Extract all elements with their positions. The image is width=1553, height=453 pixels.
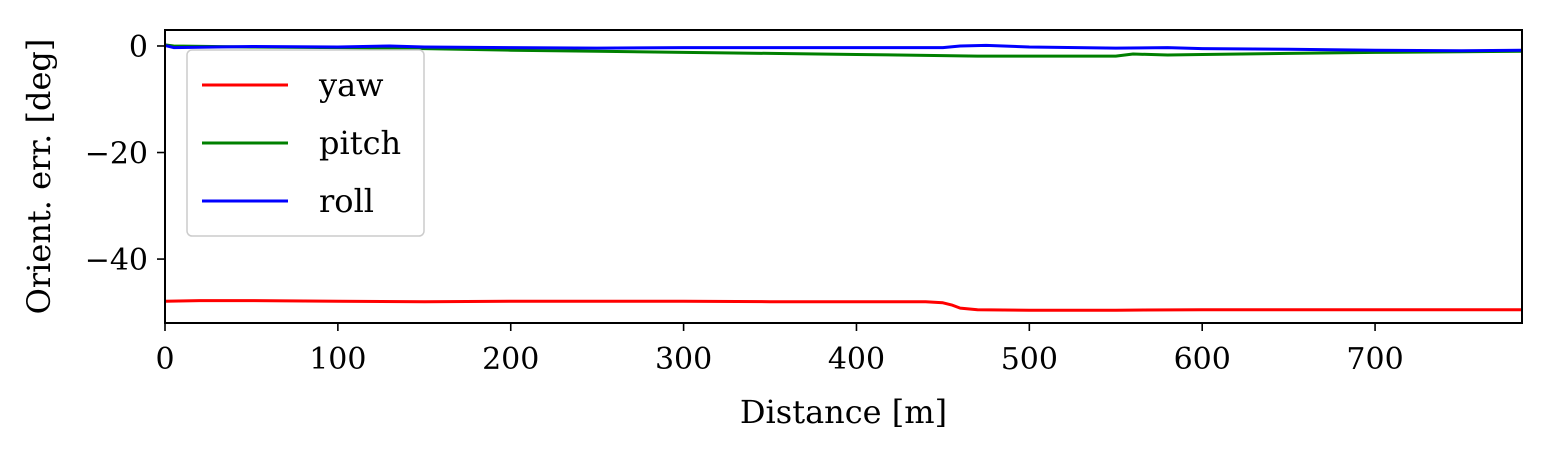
legend-label-roll: roll [319,182,374,220]
series-line-yaw [165,299,1522,312]
y-axis-label: Orient. err. [deg] [20,39,58,315]
legend-label-yaw: yaw [318,66,384,104]
x-tick-label: 300 [655,342,712,377]
legend-label-pitch: pitch [319,124,401,162]
series-layer [165,43,1522,312]
x-tick-label: 0 [155,342,174,377]
y-tick-label: −20 [85,137,148,172]
series-line-roll [165,43,1522,53]
x-tick-label: 100 [309,342,366,377]
legend-box [186,49,425,237]
y-tick-label: −40 [85,243,148,278]
x-tick-label: 400 [828,342,885,377]
x-tick-label: 500 [1001,342,1058,377]
x-tick-label: 700 [1346,342,1403,377]
legend: yaw pitch roll [186,49,425,237]
ticks-layer: 0 100 200 300 400 500 600 700 0 −20 −40 [85,30,1404,377]
y-tick-label: 0 [129,30,148,65]
plot-frame [164,29,1523,324]
x-tick-label: 600 [1174,342,1231,377]
x-axis-label: Distance [m] [740,393,947,431]
x-tick-label: 200 [482,342,539,377]
